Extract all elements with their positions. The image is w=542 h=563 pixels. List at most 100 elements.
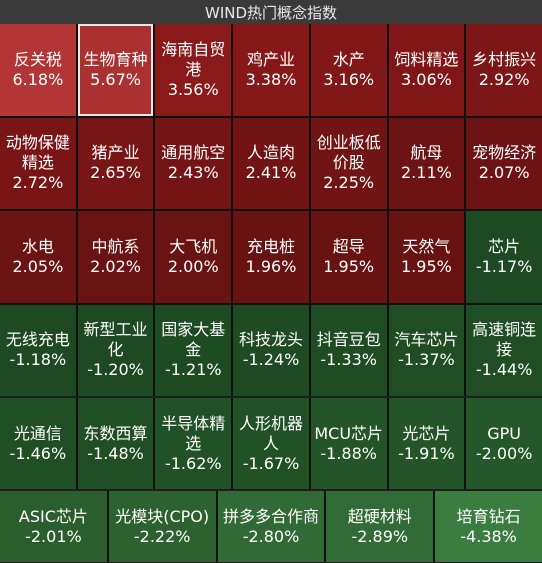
concept-name: 培育钻石 xyxy=(456,506,521,526)
concept-tile[interactable]: 水产 3.16% xyxy=(310,24,387,116)
concept-name: 大飞机 xyxy=(169,236,218,256)
concept-change: -2.01% xyxy=(25,526,82,546)
concept-change: -1.67% xyxy=(242,453,300,473)
concept-name: 充电桩 xyxy=(246,236,295,256)
concept-name: 人形机器人 xyxy=(238,413,303,453)
concept-tile[interactable]: 猪产业 2.65% xyxy=(77,117,154,209)
concept-name: 天然气 xyxy=(402,236,451,256)
concept-tile[interactable]: 海南自贸港 3.56% xyxy=(155,24,232,116)
concept-name: 人造肉 xyxy=(246,143,295,163)
concept-change: 2.05% xyxy=(12,256,64,276)
concept-change: 2.07% xyxy=(478,163,530,183)
concept-change: -2.89% xyxy=(351,526,409,546)
concept-tile[interactable]: ASIC芯片 -2.01% xyxy=(0,491,107,562)
concept-change: -1.24% xyxy=(242,350,300,370)
concept-tile[interactable]: 通用航空 2.43% xyxy=(155,117,232,209)
concept-name: 半导体精选 xyxy=(161,413,226,453)
concept-name: 光模块(CPO) xyxy=(115,506,210,526)
concept-tile[interactable]: 反关税 6.18% xyxy=(0,24,76,116)
concept-name: 航母 xyxy=(410,143,443,163)
concept-tile[interactable]: 国家大基金 -1.21% xyxy=(155,304,232,396)
concept-tile[interactable]: GPU -2.00% xyxy=(466,398,542,489)
concept-tile[interactable]: 创业板低价股 2.25% xyxy=(310,117,387,209)
concept-tile[interactable]: 人形机器人 -1.67% xyxy=(233,398,309,489)
concept-name: 超硬材料 xyxy=(347,506,412,526)
concept-tile[interactable]: MCU芯片 -1.88% xyxy=(310,398,387,489)
concept-name: 海南自贸港 xyxy=(161,39,226,79)
concept-tile[interactable]: 鸡产业 3.38% xyxy=(233,24,309,116)
concept-change: 2.72% xyxy=(12,173,64,193)
concept-change: 2.02% xyxy=(90,256,141,276)
concept-tile[interactable]: 天然气 1.95% xyxy=(388,211,465,303)
heatmap-grid-row5: 光通信 -1.46% 东数西算 -1.48% 半导体精选 -1.62% 人形机器人 -1.67… xyxy=(0,398,542,489)
concept-name: 猪产业 xyxy=(91,143,140,163)
concept-tile[interactable]: 生物育种 5.67% xyxy=(77,24,154,116)
concept-tile[interactable]: 新型工业化 -1.20% xyxy=(77,304,154,396)
concept-name: 光芯片 xyxy=(402,423,451,443)
concept-change: 2.25% xyxy=(323,173,375,193)
concept-tile[interactable]: 汽车芯片 -1.37% xyxy=(388,304,465,396)
concept-change: 2.92% xyxy=(478,69,530,89)
concept-name: MCU芯片 xyxy=(314,423,384,443)
concept-change: 5.67% xyxy=(90,69,141,89)
concept-change: 2.65% xyxy=(90,163,141,183)
concept-tile[interactable]: 芯片 -1.17% xyxy=(466,211,542,303)
concept-tile[interactable]: 动物保健精选 2.72% xyxy=(0,117,76,209)
concept-name: 饲料精选 xyxy=(394,49,459,69)
heatmap-title: WIND热门概念指数 xyxy=(0,0,542,25)
concept-name: 国家大基金 xyxy=(161,320,226,360)
concept-change: 2.41% xyxy=(245,163,297,183)
concept-tile[interactable]: 饲料精选 3.06% xyxy=(388,24,465,116)
concept-name: 抖音豆包 xyxy=(316,330,381,350)
concept-change: 1.95% xyxy=(323,256,375,276)
concept-change: 2.43% xyxy=(167,163,219,183)
concept-tile[interactable]: 大飞机 2.00% xyxy=(155,211,232,303)
concept-tile[interactable]: 半导体精选 -1.62% xyxy=(155,398,232,489)
concept-change: 2.11% xyxy=(401,163,452,183)
concept-change: -1.44% xyxy=(475,360,533,380)
concept-change: -1.46% xyxy=(9,443,67,463)
concept-tile[interactable]: 超导 1.95% xyxy=(310,211,387,303)
concept-change: -2.00% xyxy=(475,443,533,463)
concept-name: 科技龙头 xyxy=(238,330,303,350)
concept-tile[interactable]: 光通信 -1.46% xyxy=(0,398,76,489)
concept-tile[interactable]: 高速铜连接 -1.44% xyxy=(466,304,542,396)
concept-tile[interactable]: 光模块(CPO) -2.22% xyxy=(108,491,216,562)
concept-name: 无线充电 xyxy=(5,330,70,350)
concept-name: ASIC芯片 xyxy=(18,506,88,526)
concept-name: 宠物经济 xyxy=(472,143,537,163)
concept-name: 创业板低价股 xyxy=(316,133,381,173)
concept-tile[interactable]: 科技龙头 -1.24% xyxy=(233,304,309,396)
heatmap-grid-row6: ASIC芯片 -2.01% 光模块(CPO) -2.22% 拼多多合作商 -2.80% 超硬… xyxy=(0,491,542,562)
concept-change: -1.91% xyxy=(398,443,455,463)
concept-tile[interactable]: 无线充电 -1.18% xyxy=(0,304,76,396)
concept-name: 中航系 xyxy=(91,236,140,256)
concept-name: 乡村振兴 xyxy=(472,49,537,69)
concept-name: 光通信 xyxy=(13,423,62,443)
concept-change: -2.22% xyxy=(133,526,191,546)
concept-change: 1.96% xyxy=(245,256,297,276)
concept-change: -1.37% xyxy=(398,350,455,370)
concept-tile[interactable]: 培育钻石 -4.38% xyxy=(435,491,542,562)
concept-name: 汽车芯片 xyxy=(394,330,459,350)
concept-tile[interactable]: 超硬材料 -2.89% xyxy=(326,491,434,562)
concept-tile[interactable]: 抖音豆包 -1.33% xyxy=(310,304,387,396)
concept-tile[interactable]: 光芯片 -1.91% xyxy=(388,398,465,489)
concept-name: 东数西算 xyxy=(83,423,148,443)
concept-tile[interactable]: 水电 2.05% xyxy=(0,211,76,303)
concept-tile[interactable]: 拼多多合作商 -2.80% xyxy=(217,491,325,562)
concept-tile[interactable]: 充电桩 1.96% xyxy=(233,211,309,303)
concept-change: -1.17% xyxy=(475,256,533,276)
concept-tile[interactable]: 中航系 2.02% xyxy=(77,211,154,303)
concept-tile[interactable]: 宠物经济 2.07% xyxy=(466,117,542,209)
concept-name: 水电 xyxy=(21,236,54,256)
concept-tile[interactable]: 航母 2.11% xyxy=(388,117,465,209)
concept-tile[interactable]: 东数西算 -1.48% xyxy=(77,398,154,489)
concept-tile[interactable]: 乡村振兴 2.92% xyxy=(466,24,542,116)
concept-name: 生物育种 xyxy=(83,49,148,69)
concept-change: 3.06% xyxy=(401,69,452,89)
concept-change: 3.38% xyxy=(245,69,297,89)
concept-tile[interactable]: 人造肉 2.41% xyxy=(233,117,309,209)
concept-name: 超导 xyxy=(332,236,365,256)
concept-change: -1.33% xyxy=(320,350,377,370)
